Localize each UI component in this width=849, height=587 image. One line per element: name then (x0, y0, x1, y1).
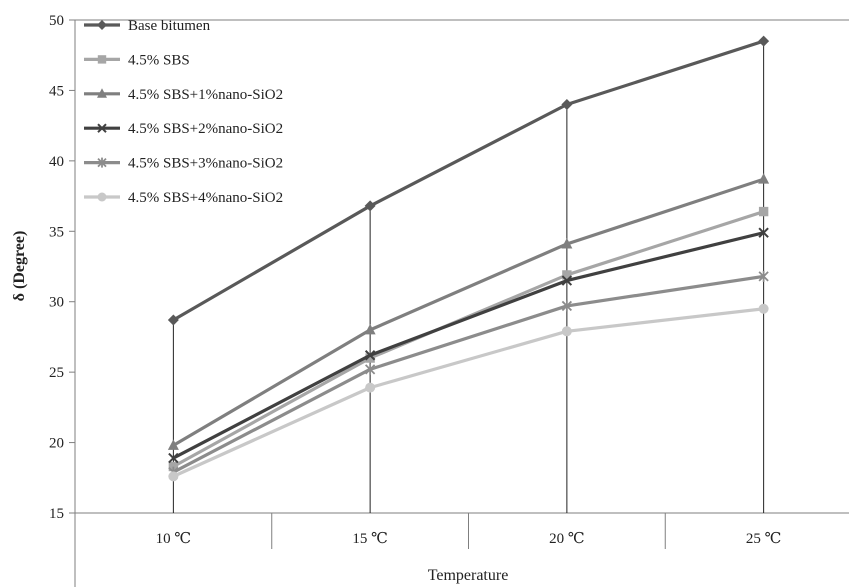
legend-swatch-marker (97, 55, 107, 64)
drop-lines (172, 41, 765, 513)
y-tick-label: 15 (49, 506, 64, 522)
marker-stroke (758, 227, 769, 238)
data-point (758, 227, 769, 238)
legend-item: 4.5% SBS+4%nano-SiO2 (84, 190, 283, 206)
series-6 (168, 303, 769, 482)
y-tick-label: 45 (49, 83, 64, 99)
series-line (172, 39, 765, 322)
x-tick-label: 20 ℃ (549, 531, 585, 547)
legend-label: 4.5% SBS+4%nano-SiO2 (128, 190, 283, 206)
y-axis-title: δ (Degree) (11, 231, 28, 302)
data-point (758, 173, 770, 184)
y-tick-label: 50 (49, 13, 64, 29)
legend-label: 4.5% SBS+3%nano-SiO2 (128, 156, 283, 172)
data-point (561, 99, 573, 111)
y-tick-label: 40 (49, 154, 64, 170)
x-tick-label: 15 ℃ (352, 531, 388, 547)
y-tick-label: 20 (49, 436, 64, 452)
data-point (562, 270, 572, 280)
legend-swatch-marker (97, 157, 107, 168)
y-tick-label: 35 (49, 224, 64, 240)
series-4 (168, 227, 769, 464)
legend-item: 4.5% SBS (84, 52, 190, 68)
legend-label: Base bitumen (128, 18, 211, 34)
data-point (561, 300, 573, 312)
y-tick-label: 25 (49, 365, 64, 381)
legend-swatch-marker (97, 88, 107, 98)
x-tick-label: 10 ℃ (156, 531, 192, 547)
legend-label: 4.5% SBS+1%nano-SiO2 (128, 87, 283, 103)
legend-swatch-marker (97, 20, 107, 30)
series-line (172, 307, 764, 478)
legend-swatch-marker (97, 192, 107, 202)
data-point (758, 206, 769, 217)
series-group (167, 35, 770, 482)
data-point (364, 363, 376, 375)
x-tick-label: 25 ℃ (746, 531, 782, 547)
x-axis-title: Temperature (428, 567, 509, 584)
data-point (758, 303, 769, 314)
data-point (167, 314, 179, 326)
marker-stroke (364, 350, 376, 361)
series-5 (168, 270, 769, 478)
legend-item: 4.5% SBS+2%nano-SiO2 (84, 121, 283, 137)
series-line (172, 274, 764, 474)
series-line (172, 231, 765, 460)
series-line (172, 177, 765, 447)
legend-label: 4.5% SBS (128, 52, 190, 68)
data-point (168, 471, 179, 482)
data-point (561, 326, 572, 337)
data-point (561, 237, 573, 249)
data-point (168, 461, 179, 472)
series-3 (167, 173, 770, 450)
marker-stroke (168, 452, 179, 464)
legend-item: Base bitumen (84, 18, 211, 34)
series-1 (167, 35, 770, 326)
data-point (364, 350, 376, 361)
legend-swatch-marker (97, 123, 107, 133)
data-point (364, 200, 376, 212)
axes: 15 20 25 30 35 40 45 50 10 ℃ 15 ℃ 20 ℃ 25 ℃ (49, 13, 849, 587)
legend-item: 4.5% SBS+3%nano-SiO2 (84, 156, 283, 172)
data-point (365, 382, 376, 393)
data-point (561, 275, 573, 286)
marker-stroke (561, 275, 573, 286)
y-tick-label: 30 (49, 295, 64, 311)
data-point (168, 452, 179, 464)
legend-label: 4.5% SBS+2%nano-SiO2 (128, 121, 283, 137)
data-point (365, 353, 375, 363)
data-point (758, 270, 769, 282)
data-point (364, 323, 376, 335)
legend: Base bitumen 4.5% SBS 4.5% SBS+1%nano-SiO2… (84, 18, 283, 206)
marker-stroke (97, 123, 107, 133)
data-point (758, 35, 770, 47)
data-point (167, 439, 179, 450)
legend-item: 4.5% SBS+1%nano-SiO2 (84, 87, 283, 103)
